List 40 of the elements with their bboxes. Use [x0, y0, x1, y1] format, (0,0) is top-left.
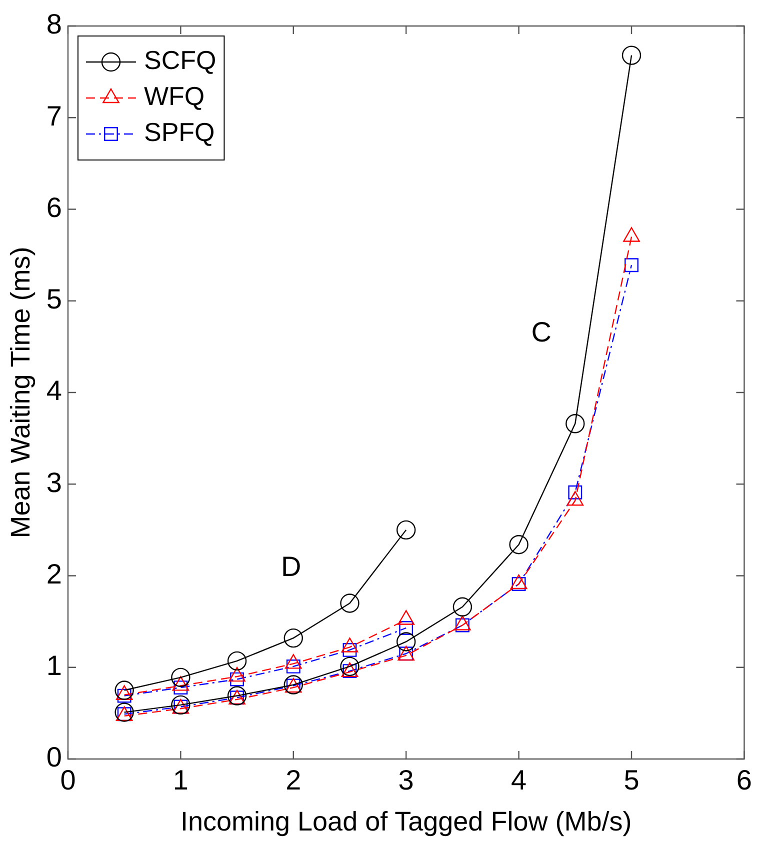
legend-label: SPFQ [144, 117, 215, 148]
y-axis-title: Mean Waiting Time (ms) [6, 246, 36, 538]
x-tick-label: 4 [511, 764, 527, 796]
point [396, 632, 416, 652]
point [227, 686, 247, 706]
x-tick-label: 2 [286, 764, 302, 796]
point [227, 651, 247, 671]
point [622, 46, 642, 65]
y-tick-label: 2 [46, 558, 62, 590]
point [340, 594, 360, 613]
x-tick-label: 5 [624, 764, 640, 796]
x-axis-title: Incoming Load of Tagged Flow (Mb/s) [180, 806, 632, 836]
point [171, 668, 190, 688]
point [342, 643, 357, 657]
y-tick-label: 1 [46, 650, 62, 682]
y-tick-label: 7 [46, 100, 62, 132]
point [399, 621, 414, 635]
x-tick-label: 1 [172, 764, 188, 796]
point [284, 628, 303, 648]
y-tick-label: 0 [46, 742, 62, 773]
point [624, 258, 638, 272]
point [566, 414, 585, 434]
point [509, 534, 528, 554]
point [452, 597, 472, 617]
point [396, 520, 416, 540]
x-tick-label: 3 [398, 764, 414, 796]
x-tick-label: 6 [736, 764, 752, 796]
legend-label: SCFQ [144, 45, 216, 76]
point [340, 656, 360, 676]
y-tick-label: 6 [46, 192, 62, 223]
annotation: C [531, 316, 552, 348]
y-tick-label: 8 [46, 8, 62, 40]
y-tick-label: 4 [46, 375, 62, 406]
point [114, 680, 134, 700]
y-tick-label: 3 [46, 466, 62, 498]
legend-label: WFQ [144, 81, 205, 112]
point [171, 695, 190, 715]
point [114, 702, 134, 722]
y-tick-label: 5 [46, 284, 62, 315]
annotation: D [281, 551, 302, 582]
